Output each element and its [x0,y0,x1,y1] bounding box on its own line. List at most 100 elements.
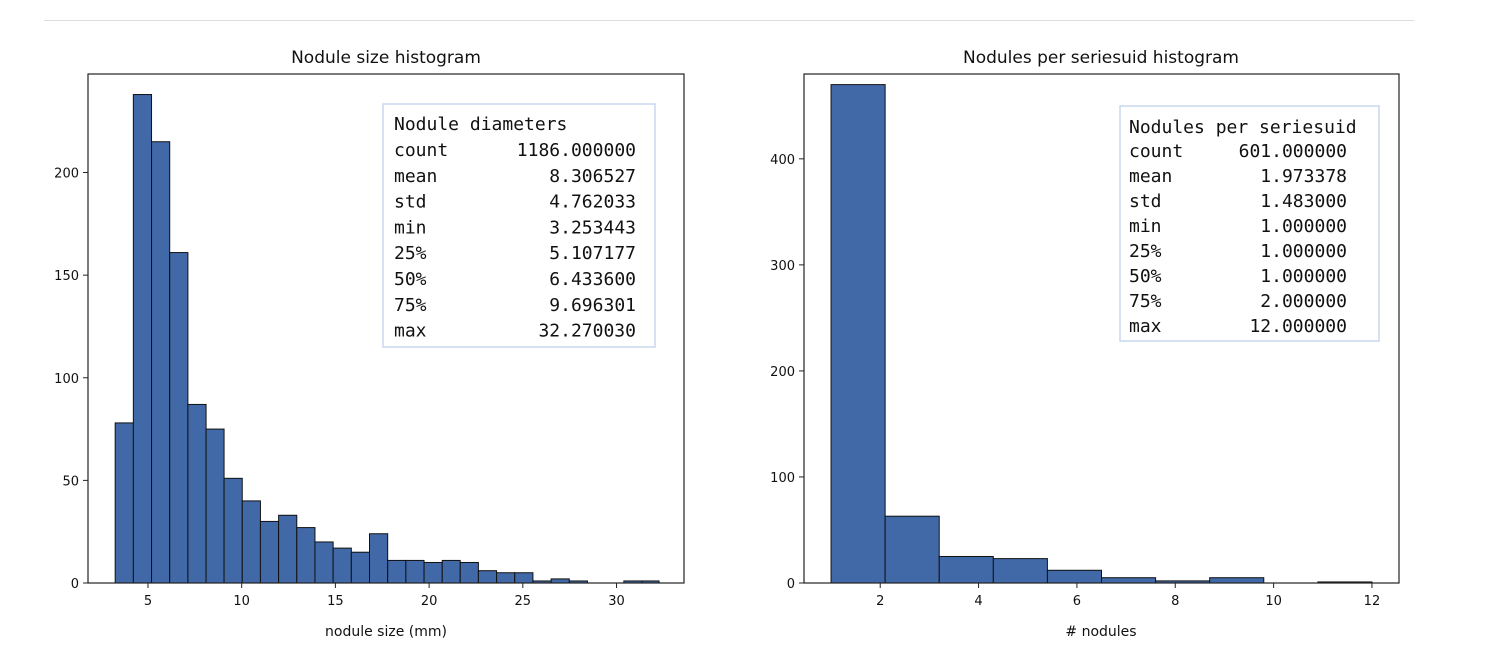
x-tick-label: 10 [233,594,250,609]
x-tick-label: 8 [1171,594,1179,609]
bars [830,84,1373,584]
y-ticks: 0 100 200 300 400 [770,153,804,592]
stats-label: min [394,217,427,238]
stats-value: 1.000000 [1260,241,1347,262]
nodule-size-histogram: Nodule size histogram 5 10 15 20 25 30 0 50 100… [54,48,685,640]
histogram-bar [830,84,886,584]
nodules-per-seriesuid-histogram: Nodules per seriesuid histogram 2 4 6 8 10 12… [770,48,1400,640]
stats-value: 1.000000 [1260,266,1347,287]
histogram-bar [1209,577,1265,584]
stats-label: mean [1129,166,1172,187]
histogram-bar [223,477,243,584]
stats-value: 12.000000 [1249,316,1347,337]
x-tick-label: 12 [1364,594,1381,609]
stats-label: min [1129,216,1162,237]
y-tick-label: 100 [54,372,79,387]
y-tick-label: 50 [62,474,79,489]
x-tick-label: 5 [144,594,152,609]
histogram-bar [369,533,389,584]
stats-value: 8.306527 [549,166,636,187]
stats-label: 25% [1129,241,1162,262]
histogram-bar [259,520,280,584]
stats-value: 1.483000 [1260,191,1347,212]
x-tick-label: 15 [327,594,344,609]
x-tick-label: 30 [608,594,625,609]
x-tick-label: 2 [876,594,884,609]
x-tick-label: 6 [1073,594,1081,609]
histogram-bar [1101,577,1157,584]
histogram-bar [441,559,461,584]
histogram-bar [496,572,516,584]
x-ticks: 5 10 15 20 25 30 [144,583,625,609]
stats-label: std [1129,191,1162,212]
stats-label: count [394,140,448,161]
stats-value: 3.253443 [549,217,636,238]
histogram-bar [405,559,425,584]
stats-box: Nodules per seriesuid count 601.000000 mean… [1119,105,1380,342]
stats-value: 2.000000 [1260,291,1347,312]
y-tick-label: 400 [770,153,795,168]
bars [114,94,660,584]
x-tick-label: 20 [421,594,438,609]
chart-title: Nodules per seriesuid histogram [963,48,1239,68]
histogram-bar [884,515,940,584]
y-tick-label: 0 [71,577,79,592]
stats-box: Nodule diameters count 1186.000000 mean 8.30… [382,103,656,348]
histogram-bar [938,555,994,584]
stats-value: 6.433600 [549,269,636,290]
y-tick-label: 200 [770,365,795,380]
stats-header: Nodules per seriesuid [1129,117,1357,138]
stats-value: 32.270030 [538,321,636,342]
x-tick-label: 4 [974,594,982,609]
stats-value: 9.696301 [549,295,636,316]
histogram-bar [550,578,570,584]
histogram-bar [314,541,334,584]
stats-value: 1.973378 [1260,166,1347,187]
stats-label: max [394,321,427,342]
y-tick-label: 300 [770,259,795,274]
histogram-bar [459,561,479,584]
histogram-bar [151,141,171,584]
chart-title: Nodule size histogram [291,48,481,68]
stats-label: 50% [394,269,427,290]
stats-label: 75% [394,295,427,316]
stats-value: 601.000000 [1239,141,1347,162]
plot-frame [87,73,685,584]
x-axis-label: nodule size (mm) [325,624,447,640]
stats-header: Nodule diameters [394,114,567,135]
x-tick-label: 10 [1265,594,1282,609]
histogram-bar [332,547,352,584]
stats-value: 1.000000 [1260,216,1347,237]
histogram-bar [278,514,298,584]
histogram-bar [1046,569,1102,584]
histogram-bar [387,559,407,584]
histogram-bar [132,94,153,584]
histogram-bar [992,558,1048,584]
plot-frame [803,73,1400,584]
histogram-bar [169,252,189,584]
histogram-bar [477,570,498,584]
histogram-bar [296,527,316,584]
stats-label: 25% [394,243,427,264]
y-ticks: 0 50 100 150 200 [54,167,88,592]
histogram-bar [423,561,443,584]
stats-value: 5.107177 [549,243,636,264]
top-divider [44,20,1414,21]
y-tick-label: 150 [54,269,79,284]
stats-label: count [1129,141,1183,162]
stats-label: mean [394,166,437,187]
stats-box-background [382,103,656,348]
histogram-bar [241,500,261,584]
stats-label: 75% [1129,291,1162,312]
histogram-bar [114,422,134,584]
y-tick-label: 0 [787,577,795,592]
stats-label: max [1129,316,1162,337]
stats-value: 1186.000000 [517,140,636,161]
histogram-bar [514,572,534,584]
histogram-bar [187,403,207,584]
stats-label: 50% [1129,266,1162,287]
stats-value: 4.762033 [549,192,636,213]
x-axis-label: # nodules [1065,624,1136,640]
histogram-bar [350,551,371,584]
